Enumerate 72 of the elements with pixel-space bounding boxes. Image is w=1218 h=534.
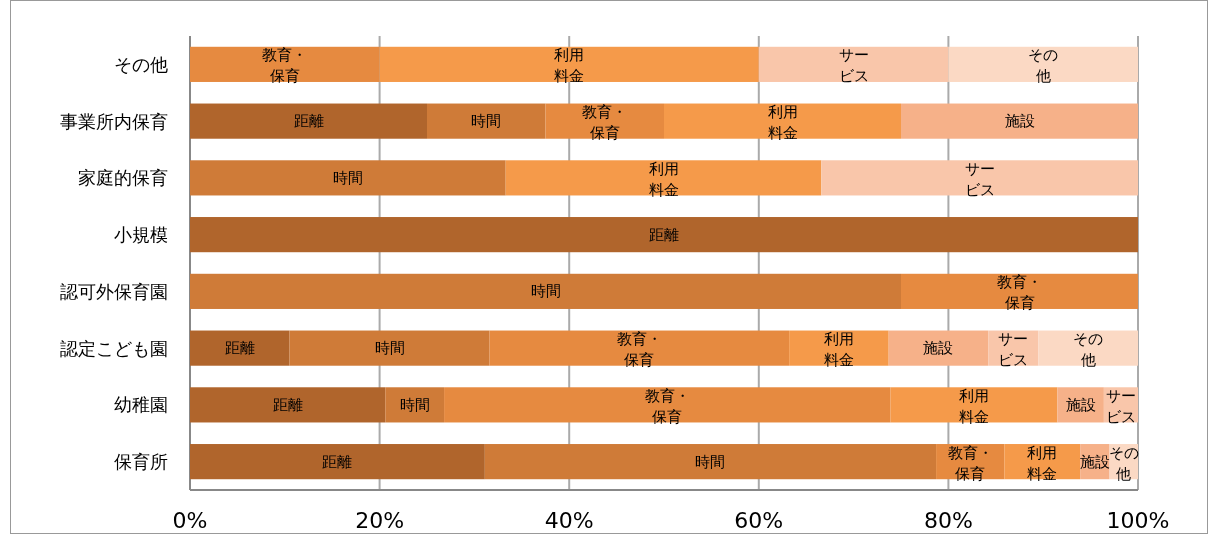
bar: [379, 46, 759, 82]
text: 利用料金: [648, 159, 679, 199]
y-tick-label: 認可外保育園: [60, 280, 168, 302]
series-label: サービス: [998, 330, 1029, 370]
text: 時間: [695, 452, 726, 471]
series-label: 施設: [1079, 452, 1110, 471]
bar: [948, 46, 1138, 82]
text: その他: [1028, 46, 1059, 86]
x-tick-label: 0%: [172, 507, 208, 533]
bar: [664, 103, 901, 139]
bar: [758, 46, 949, 82]
text: 距離: [649, 225, 679, 244]
text: 教育・保育: [616, 330, 662, 370]
bar: [890, 387, 1058, 423]
x-tick-label: 80%: [923, 507, 973, 533]
text: 教育・保育: [644, 386, 690, 426]
text: 時間: [374, 339, 405, 358]
x-tick-label: 20%: [355, 507, 405, 533]
bar: [190, 103, 427, 139]
text: 利用料金: [959, 386, 989, 426]
bar: [901, 103, 1138, 139]
text: その他: [1108, 443, 1139, 483]
text: 施設: [1065, 395, 1096, 414]
bar: [489, 330, 790, 366]
series-label: 教育・保育: [997, 273, 1042, 313]
bar: [190, 46, 380, 82]
bar: [821, 160, 1138, 196]
text: 教育・保育: [262, 46, 308, 86]
y-tick-label: 家庭的保育: [78, 167, 168, 189]
bar: [444, 387, 891, 423]
y-tick-label: その他: [114, 53, 168, 75]
text: サービス: [838, 46, 869, 86]
text: 利用料金: [767, 103, 798, 143]
bar: [289, 330, 490, 366]
y-tick-label: 認定こども園: [60, 337, 168, 359]
text: 教育・保育: [582, 103, 628, 143]
x-tick-label: 40%: [544, 507, 594, 533]
bar: [190, 444, 485, 480]
text: 利用料金: [1027, 443, 1058, 483]
bar: [190, 217, 1138, 253]
text: 利用料金: [554, 46, 585, 86]
bar: [190, 273, 901, 309]
bar: [190, 160, 506, 196]
y-tick-label: 小規模: [114, 224, 168, 246]
x-tick-label: 100%: [1106, 507, 1170, 533]
y-tick-label: 保育所: [114, 451, 168, 473]
bar: [888, 330, 989, 366]
bar: [505, 160, 822, 196]
series-label: 距離: [293, 112, 324, 131]
text: 時間: [530, 282, 561, 301]
text: 距離: [322, 452, 353, 471]
series-label: 利用料金: [823, 330, 854, 370]
text: サービス: [1105, 386, 1136, 426]
text: 施設: [923, 339, 954, 358]
bar: [427, 103, 546, 139]
text: 時間: [399, 395, 430, 414]
text: 時間: [332, 168, 363, 187]
bar: [1038, 330, 1138, 366]
text: 施設: [1004, 112, 1035, 131]
series-label: 時間: [471, 112, 502, 131]
text: 距離: [272, 395, 303, 414]
text: 距離: [224, 339, 255, 358]
text: 教育・保育: [947, 443, 993, 483]
bar: [190, 387, 386, 423]
x-tick-label: 60%: [734, 507, 784, 533]
y-tick-label: 事業所内保育: [60, 110, 168, 132]
series-label: その他: [1073, 330, 1104, 370]
y-tick-label: 幼稚園: [114, 394, 168, 416]
text: サービス: [964, 159, 995, 199]
bar: [901, 273, 1138, 309]
bar: [484, 444, 937, 480]
bar: [190, 330, 290, 366]
